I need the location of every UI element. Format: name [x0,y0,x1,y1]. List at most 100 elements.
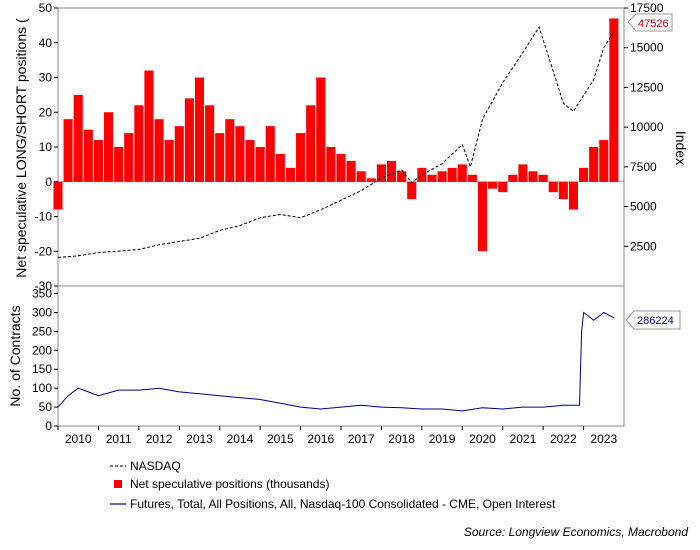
x-tick-label: 2012 [146,432,173,446]
positions-bar [235,126,245,182]
positions-bar [215,133,225,182]
positions-bar [417,167,427,182]
positions-bar [407,181,417,200]
x-tick-label: 2020 [469,432,496,446]
positions-bar [63,119,73,182]
bottom-panel-marks [57,311,615,412]
positions-bar [184,98,194,182]
x-tick-label: 2013 [186,432,213,446]
positions-bar [225,119,235,182]
positions-bar [93,140,103,182]
x-tick-label: 2019 [429,432,456,446]
right-tick-label: 2500 [630,239,657,253]
bottom-tick-label: 150 [32,362,52,376]
positions-bar [548,181,558,193]
bottom-tick-label: 0 [45,419,52,433]
positions-bar [568,181,579,210]
positions-bar [599,140,609,182]
positions-bar [366,178,376,182]
positions-bar [558,181,568,200]
positions-bar [53,181,63,210]
positions-bar [144,70,154,182]
top-right-axis-label: Index [673,131,689,165]
x-tick-label: 2015 [267,432,294,446]
x-tick-label: 2011 [106,432,132,446]
positions-bar [528,171,538,182]
positions-bar [326,147,336,182]
positions-bar [386,160,397,182]
positions-bar [397,171,407,182]
positions-bar [255,147,265,182]
x-tick-label: 2014 [227,432,254,446]
legend-nasdaq-label: NASDAQ [130,459,181,473]
right-tick-label: 7500 [630,160,657,174]
positions-bar [83,129,93,182]
legend-open-interest-label: Futures, Total, All Positions, All, Nasd… [130,497,556,511]
tick-labels: 50 40 30 2010 0 -10 -20 -30 17500 15000 12500 10000… [32,1,664,446]
open-interest-line [57,311,615,412]
positions-bar [498,181,508,193]
positions-bar [346,160,356,182]
right-tick-label: 12500 [630,80,664,94]
nasdaq-line [57,25,615,258]
positions-bar [174,126,184,182]
positions-bar [316,77,326,182]
x-tick-label: 2018 [388,432,415,446]
bottom-tick-label: 350 [32,287,52,301]
positions-bar [376,164,386,182]
positions-bar [538,174,548,182]
right-tick-label: 17500 [630,1,664,15]
positions-bar [124,133,134,182]
x-tick-label: 2022 [550,432,577,446]
positions-bar [154,119,164,182]
bottom-tick-label: 300 [32,305,52,319]
positions-bar [336,153,346,182]
x-tick-label: 2017 [348,432,375,446]
positions-bar [427,174,437,182]
right-tick-label: 10000 [630,120,664,134]
positions-bar [589,147,599,182]
open-interest-callout-value: 286224 [637,315,674,327]
left-tick-label: -10 [35,210,53,224]
left-tick-label: 10 [39,140,53,154]
bottom-tick-label: 100 [32,381,52,395]
positions-callout-value: 47526 [638,18,669,30]
positions-bar [205,105,215,182]
left-tick-label: -30 [35,279,53,293]
positions-bar [437,171,447,182]
left-tick-label: -20 [35,244,53,258]
positions-bar [579,167,589,182]
positions-bar [134,105,144,182]
positions-bar [447,167,457,182]
positions-bar [245,140,255,182]
bottom-tick-label: 200 [32,343,52,357]
left-tick-label: 30 [39,71,53,85]
positions-bar [609,18,619,182]
positions-bars [53,18,619,252]
x-tick-label: 2021 [510,432,537,446]
positions-bar [103,112,114,182]
open-interest-callout: 286224 [625,310,681,330]
right-tick-label: 15000 [630,41,664,55]
bottom-tick-label: 250 [32,324,52,338]
left-tick-label: 0 [45,175,52,189]
positions-bar [164,140,174,182]
positions-bar [457,164,467,182]
legend: NASDAQ Net speculative positions (thousa… [110,459,556,511]
positions-bar [296,133,306,182]
positions-bar [518,164,528,182]
x-tick-label: 2023 [590,432,617,446]
positions-bar [194,77,205,182]
positions-bar [488,181,498,189]
x-tick-label: 2016 [307,432,334,446]
right-tick-label: 5000 [630,200,657,214]
positions-bar [114,147,124,182]
bottom-panel-frame [57,285,625,427]
left-tick-label: 50 [39,1,53,15]
top-panel-marks [57,25,624,258]
left-tick-label: 40 [39,36,53,50]
positions-bar [73,94,83,182]
positions-bar [356,171,366,182]
x-tick-label: 2010 [65,432,92,446]
